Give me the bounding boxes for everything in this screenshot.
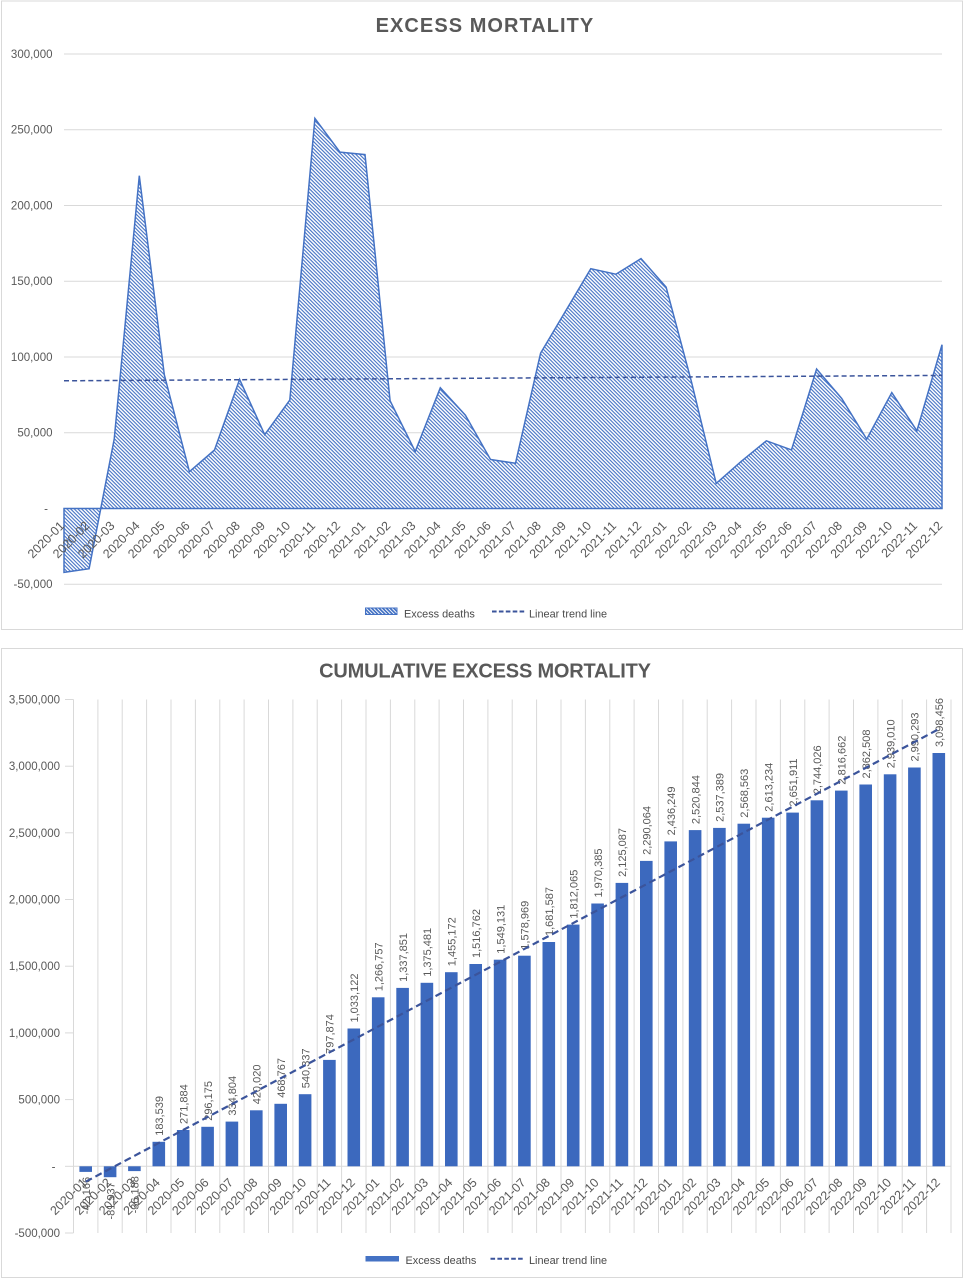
svg-text:3,000,000: 3,000,000 <box>9 761 60 773</box>
svg-text:1,000,000: 1,000,000 <box>9 1028 60 1040</box>
svg-text:2,939,010: 2,939,010 <box>885 719 897 768</box>
svg-text:100,000: 100,000 <box>11 352 53 364</box>
svg-text:2,990,293: 2,990,293 <box>910 713 922 762</box>
svg-text:Excess deaths: Excess deaths <box>404 609 475 621</box>
svg-text:EXCESS MORTALITY: EXCESS MORTALITY <box>376 15 595 37</box>
svg-text:2,651,911: 2,651,911 <box>788 758 800 806</box>
svg-text:2,000,000: 2,000,000 <box>9 895 60 907</box>
svg-text:1,812,065: 1,812,065 <box>568 870 580 919</box>
svg-text:334,804: 334,804 <box>227 1076 239 1116</box>
svg-text:-81,937: -81,937 <box>105 1182 117 1219</box>
svg-text:250,000: 250,000 <box>11 125 53 137</box>
svg-text:150,000: 150,000 <box>11 276 53 288</box>
svg-text:1,337,851: 1,337,851 <box>398 933 410 982</box>
svg-text:183,539: 183,539 <box>154 1096 166 1136</box>
svg-text:797,874: 797,874 <box>325 1014 337 1054</box>
svg-text:50,000: 50,000 <box>17 428 52 440</box>
svg-text:CUMULATIVE EXCESS MORTALITY: CUMULATIVE EXCESS MORTALITY <box>319 661 652 683</box>
svg-text:2,520,844: 2,520,844 <box>690 775 702 824</box>
svg-text:420,020: 420,020 <box>252 1065 264 1105</box>
svg-text:2,744,026: 2,744,026 <box>812 745 824 794</box>
svg-text:1,455,172: 1,455,172 <box>447 917 459 966</box>
svg-text:200,000: 200,000 <box>11 201 53 213</box>
svg-text:1,516,762: 1,516,762 <box>471 909 483 958</box>
svg-text:-36,188: -36,188 <box>130 1176 142 1213</box>
svg-text:1,970,385: 1,970,385 <box>593 849 605 898</box>
svg-text:2,436,249: 2,436,249 <box>666 786 678 835</box>
svg-text:2,816,662: 2,816,662 <box>837 736 849 785</box>
svg-text:300,000: 300,000 <box>11 49 53 61</box>
svg-text:1,578,969: 1,578,969 <box>520 901 532 950</box>
svg-text:1,500,000: 1,500,000 <box>9 961 60 973</box>
svg-text:Linear trend line: Linear trend line <box>529 609 607 621</box>
svg-text:1,266,757: 1,266,757 <box>373 942 385 991</box>
svg-text:-: - <box>44 503 48 515</box>
svg-text:1,033,122: 1,033,122 <box>349 974 361 1023</box>
svg-text:1,549,131: 1,549,131 <box>495 905 507 954</box>
svg-text:2,290,064: 2,290,064 <box>642 806 654 855</box>
svg-text:2,568,563: 2,568,563 <box>739 769 751 818</box>
svg-text:540,337: 540,337 <box>300 1048 312 1088</box>
svg-text:Excess deaths: Excess deaths <box>406 1255 477 1267</box>
svg-text:271,884: 271,884 <box>178 1084 190 1124</box>
svg-text:Linear trend line: Linear trend line <box>529 1255 607 1267</box>
svg-text:-50,000: -50,000 <box>13 579 52 591</box>
svg-text:2,500,000: 2,500,000 <box>9 828 60 840</box>
svg-text:3,500,000: 3,500,000 <box>9 695 60 707</box>
svg-text:-42,166: -42,166 <box>81 1177 93 1214</box>
svg-text:-: - <box>52 1161 56 1173</box>
svg-text:2,537,389: 2,537,389 <box>715 773 727 822</box>
svg-text:296,175: 296,175 <box>203 1081 215 1121</box>
svg-text:3,098,456: 3,098,456 <box>934 698 946 747</box>
svg-text:2,862,508: 2,862,508 <box>861 730 873 779</box>
svg-text:2,613,234: 2,613,234 <box>763 763 775 812</box>
svg-text:-500,000: -500,000 <box>15 1228 60 1240</box>
svg-text:2,125,087: 2,125,087 <box>617 828 629 877</box>
svg-text:500,000: 500,000 <box>18 1095 60 1107</box>
svg-text:1,681,587: 1,681,587 <box>544 887 556 936</box>
svg-text:1,375,481: 1,375,481 <box>422 928 434 977</box>
